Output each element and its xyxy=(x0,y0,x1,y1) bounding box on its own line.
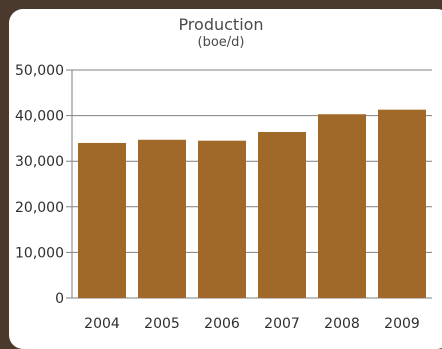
y-tick-label: 0 xyxy=(55,291,64,307)
x-tick-label: 2009 xyxy=(384,316,420,332)
y-tick-label: 50,000 xyxy=(15,63,64,79)
y-tick-label: 20,000 xyxy=(15,200,64,216)
bar-2005 xyxy=(138,139,186,298)
chart-subtitle: (boe/d) xyxy=(197,35,245,50)
y-tick-label: 10,000 xyxy=(15,245,64,261)
x-tick-label: 2007 xyxy=(264,316,300,332)
y-tick-label: 30,000 xyxy=(15,154,64,170)
bar-2007 xyxy=(258,132,306,298)
bar-2008 xyxy=(318,114,366,299)
bar-2009 xyxy=(378,109,426,298)
x-tick-label: 2005 xyxy=(144,316,180,332)
x-tick-label: 2006 xyxy=(204,316,240,332)
x-tick-label: 2008 xyxy=(324,316,360,332)
bar-2006 xyxy=(198,140,246,298)
x-tick-label: 2004 xyxy=(84,316,120,332)
bar-chart: 0 10,000 20,000 30,000 40,000 50,000 2004 2005 2… xyxy=(15,63,432,332)
bar-2004 xyxy=(78,142,126,298)
chart-title: Production xyxy=(178,15,264,34)
y-tick-label: 40,000 xyxy=(15,109,64,125)
